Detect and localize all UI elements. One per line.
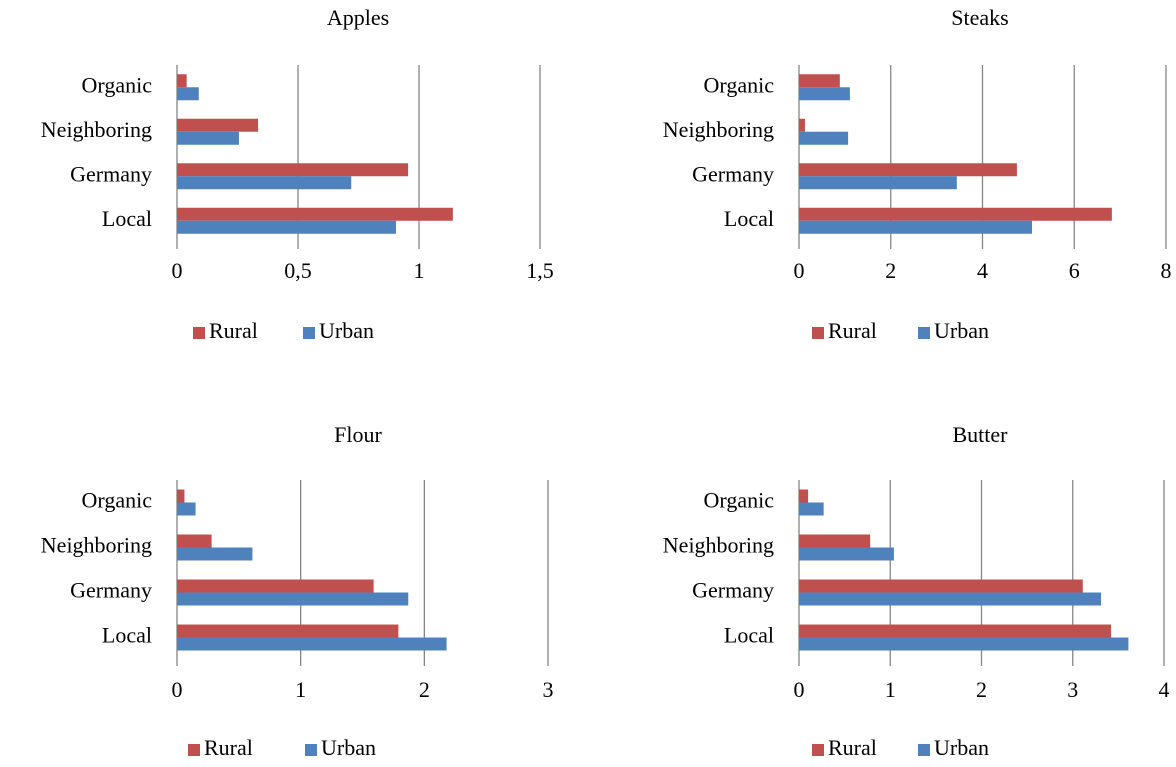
bar	[799, 118, 805, 132]
bar	[177, 207, 453, 221]
x-tick-label: 6	[1069, 258, 1080, 283]
bar	[177, 502, 196, 516]
bar	[799, 624, 1112, 638]
chart-title: Steaks	[951, 5, 1008, 30]
legend-label: Rural	[828, 318, 877, 343]
y-tick-label: Neighboring	[663, 117, 774, 142]
bar	[799, 592, 1102, 606]
bar	[177, 176, 352, 190]
chart-title: Flour	[334, 422, 382, 447]
bar	[799, 579, 1083, 593]
y-tick-label: Germany	[70, 161, 152, 186]
x-tick-label: 3	[1067, 677, 1078, 702]
bar	[177, 489, 185, 503]
x-tick-label: 2	[419, 677, 430, 702]
x-tick-label: 1	[414, 258, 425, 283]
y-tick-label: Organic	[82, 72, 153, 97]
chart-title: Apples	[327, 5, 389, 30]
legend-swatch	[303, 327, 315, 339]
x-tick-label: 1,5	[526, 258, 554, 283]
x-tick-label: 8	[1161, 258, 1172, 283]
legend-label: Urban	[319, 318, 374, 343]
bar	[799, 637, 1129, 651]
bar	[799, 87, 850, 101]
legend-label: Urban	[934, 318, 989, 343]
x-tick-label: 2	[885, 258, 896, 283]
y-tick-label: Organic	[704, 72, 775, 97]
bar	[177, 131, 239, 145]
legend-label: Urban	[934, 735, 989, 760]
bar	[177, 87, 199, 101]
bar	[177, 220, 397, 234]
x-tick-label: 3	[543, 677, 554, 702]
legend-swatch	[918, 744, 930, 756]
x-tick-label: 0	[794, 677, 805, 702]
legend-label: Rural	[828, 735, 877, 760]
x-tick-label: 0	[172, 677, 183, 702]
x-tick-label: 1	[295, 677, 306, 702]
y-tick-label: Germany	[692, 161, 774, 186]
y-tick-label: Germany	[70, 578, 152, 603]
y-tick-label: Germany	[692, 578, 774, 603]
bar	[177, 163, 409, 177]
x-tick-label: 4	[977, 258, 988, 283]
bar	[177, 592, 409, 606]
bar	[799, 131, 849, 145]
legend-swatch	[193, 327, 205, 339]
legend-swatch	[918, 327, 930, 339]
x-tick-label: 0,5	[284, 258, 312, 283]
y-tick-label: Local	[102, 623, 152, 648]
legend-label: Rural	[204, 735, 253, 760]
bar	[177, 74, 187, 88]
bar	[177, 534, 212, 548]
bar	[177, 624, 399, 638]
legend-swatch	[812, 327, 824, 339]
bar	[799, 163, 1017, 177]
y-tick-label: Organic	[82, 488, 153, 513]
bar	[177, 637, 447, 651]
legend-swatch	[812, 744, 824, 756]
x-tick-label: 2	[976, 677, 987, 702]
bar	[177, 547, 253, 561]
legend-label: Rural	[209, 318, 258, 343]
bar	[799, 489, 809, 503]
legend-swatch	[188, 744, 200, 756]
y-tick-label: Local	[724, 623, 774, 648]
y-tick-label: Local	[724, 206, 774, 231]
y-tick-label: Neighboring	[663, 533, 774, 558]
bar	[799, 176, 957, 190]
bar	[799, 220, 1033, 234]
x-tick-label: 4	[1159, 677, 1170, 702]
bar	[799, 547, 894, 561]
legend-swatch	[305, 744, 317, 756]
chart-title: Butter	[953, 422, 1009, 447]
bar	[177, 579, 374, 593]
bar	[799, 74, 840, 88]
x-tick-label: 1	[885, 677, 896, 702]
bar	[177, 118, 259, 132]
y-tick-label: Local	[102, 206, 152, 231]
y-tick-label: Neighboring	[41, 117, 152, 142]
y-tick-label: Neighboring	[41, 533, 152, 558]
bar	[799, 207, 1112, 221]
bar	[799, 502, 824, 516]
bar	[799, 534, 871, 548]
x-tick-label: 0	[172, 258, 183, 283]
legend-label: Urban	[321, 735, 376, 760]
y-tick-label: Organic	[704, 488, 775, 513]
x-tick-label: 0	[794, 258, 805, 283]
